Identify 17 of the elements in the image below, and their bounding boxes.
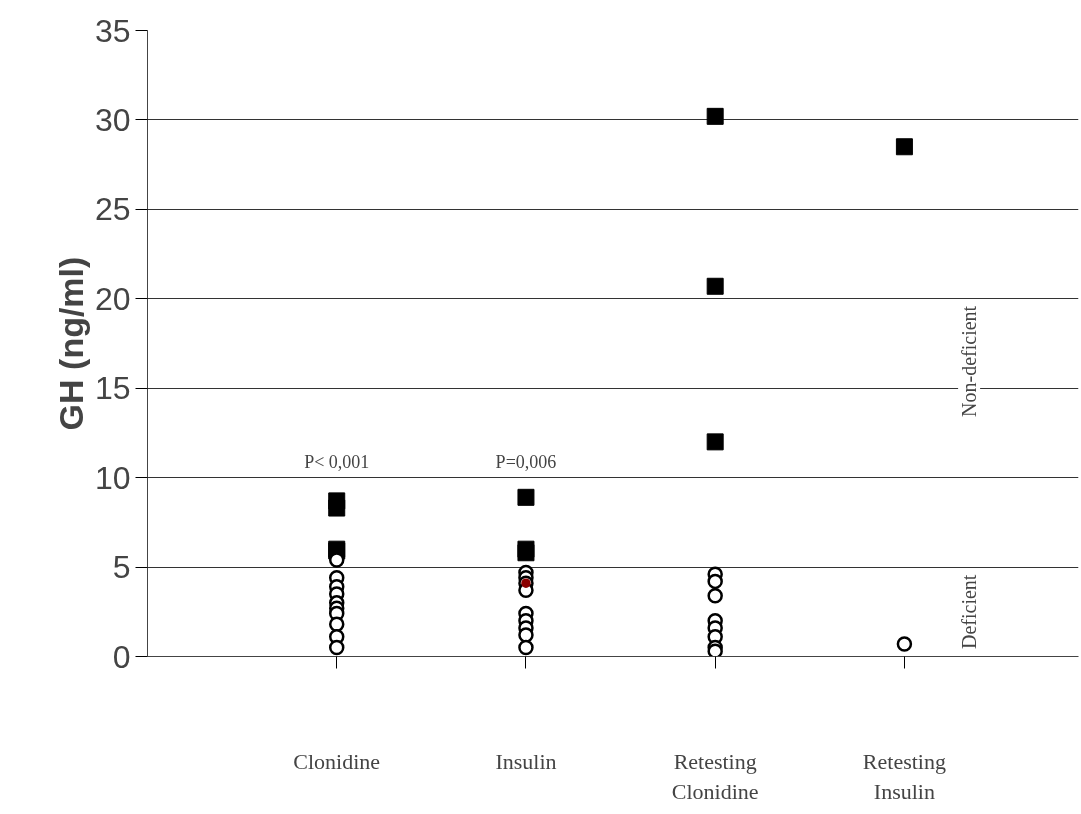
y-tick-label: 15 — [94, 370, 131, 407]
annotation: P=0,006 — [495, 452, 557, 473]
y-tick-label: 10 — [94, 459, 131, 496]
x-tick-label: Insulin — [495, 748, 557, 774]
y-tick-label: 35 — [94, 12, 131, 49]
y-tick-label: 0 — [112, 638, 131, 675]
y-tick-label: 20 — [94, 280, 131, 317]
x-tick-label: Clonidine — [293, 748, 381, 774]
x-tick-label: Retesting Insulin — [862, 748, 946, 804]
y-tick-label: 25 — [94, 191, 131, 228]
annotation: Non-deficient — [958, 305, 981, 417]
y-axis-title: GH (ng/ml) — [51, 256, 90, 431]
annotation: P< 0,001 — [304, 452, 370, 473]
x-tick-label: Retesting Clonidine — [671, 748, 759, 804]
annotation: Deficient — [958, 574, 981, 649]
y-tick-label: 30 — [94, 101, 131, 138]
y-tick-label: 5 — [112, 549, 131, 586]
